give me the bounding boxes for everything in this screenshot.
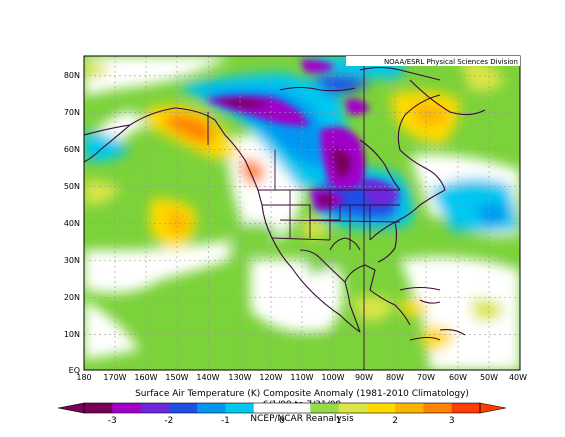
colorbar-swatch: [366, 403, 396, 413]
colorbar-swatch: [451, 403, 481, 413]
colorbar-tick-label: -3: [108, 416, 117, 426]
credit-text: NOAA/ESRL Physical Sciences Division: [384, 58, 518, 66]
lon-tick-label: 130W: [228, 373, 251, 382]
lat-tick-label: 60N: [64, 145, 80, 154]
lat-tick-label: 80N: [64, 71, 80, 80]
lat-axis: EQ 10N 20N 30N 40N 50N 60N 70N 80N: [64, 71, 80, 375]
colorbar-swatch: [310, 403, 340, 413]
political-borders: [207, 56, 401, 370]
colorbar-swatch: [395, 403, 424, 413]
lat-tick-label: 40N: [64, 219, 80, 228]
lon-tick-label: 160W: [134, 373, 157, 382]
colorbar-swatch: [112, 403, 142, 413]
lat-tick-label: 30N: [64, 256, 80, 265]
map-frame: [83, 55, 521, 371]
lon-tick-label: 140W: [196, 373, 219, 382]
lon-tick-label: 90W: [355, 373, 373, 382]
lon-tick-label: 80W: [386, 373, 404, 382]
colorbar-tick-label: -1: [221, 416, 230, 426]
lon-tick-label: 40W: [509, 373, 527, 382]
lon-tick-label: 180: [76, 373, 91, 382]
lon-tick-label: 60W: [449, 373, 467, 382]
colorbar: -3 -2 -1 0 1 2 3: [57, 402, 507, 426]
map-panel: NOAA/ESRL Physical Sciences Division EQ …: [64, 55, 527, 382]
colorbar-swatch: [140, 403, 170, 413]
colorbar-tick-label: 2: [392, 416, 398, 426]
colorbar-tick-label: 3: [449, 416, 455, 426]
colorbar-tick-label: -2: [164, 416, 173, 426]
colorbar-swatch: [225, 403, 255, 413]
colorbar-swatch: [197, 403, 226, 413]
lat-tick-label: EQ: [69, 366, 80, 375]
lon-tick-label: 50W: [480, 373, 498, 382]
colorbar-swatch: [338, 403, 368, 413]
credit-box: [346, 56, 520, 66]
colorbar-swatch: [253, 403, 283, 413]
lat-tick-label: 50N: [64, 182, 80, 191]
lat-tick-label: 10N: [64, 330, 80, 339]
map-title: Surface Air Temperature (K) Composite An…: [135, 389, 469, 399]
lon-tick-label: 120W: [259, 373, 282, 382]
colorbar-outline: [83, 402, 481, 414]
colorbar-swatch: [423, 403, 453, 413]
lon-axis: 180 170W 160W 150W 140W 130W 120W 110W 1…: [76, 373, 527, 382]
lon-tick-label: 100W: [321, 373, 344, 382]
colorbar-swatch: [168, 403, 198, 413]
colorbar-tick-label: 0: [279, 416, 285, 426]
colorbar-low-arrow: [57, 402, 85, 414]
lon-tick-label: 110W: [290, 373, 313, 382]
colorbar-high-arrow: [479, 402, 507, 414]
data-source: NCEP/NCAR Reanalysis: [250, 414, 354, 424]
colorbar-swatch: [84, 403, 113, 413]
lat-tick-label: 20N: [64, 293, 80, 302]
anomaly-field: [84, 56, 520, 370]
colorbar-swatch: [282, 403, 311, 413]
lon-tick-label: 70W: [417, 373, 435, 382]
lon-tick-label: 170W: [103, 373, 126, 382]
colorbar-tick-label: 1: [336, 416, 342, 426]
lat-tick-label: 70N: [64, 108, 80, 117]
lon-tick-label: 150W: [165, 373, 188, 382]
